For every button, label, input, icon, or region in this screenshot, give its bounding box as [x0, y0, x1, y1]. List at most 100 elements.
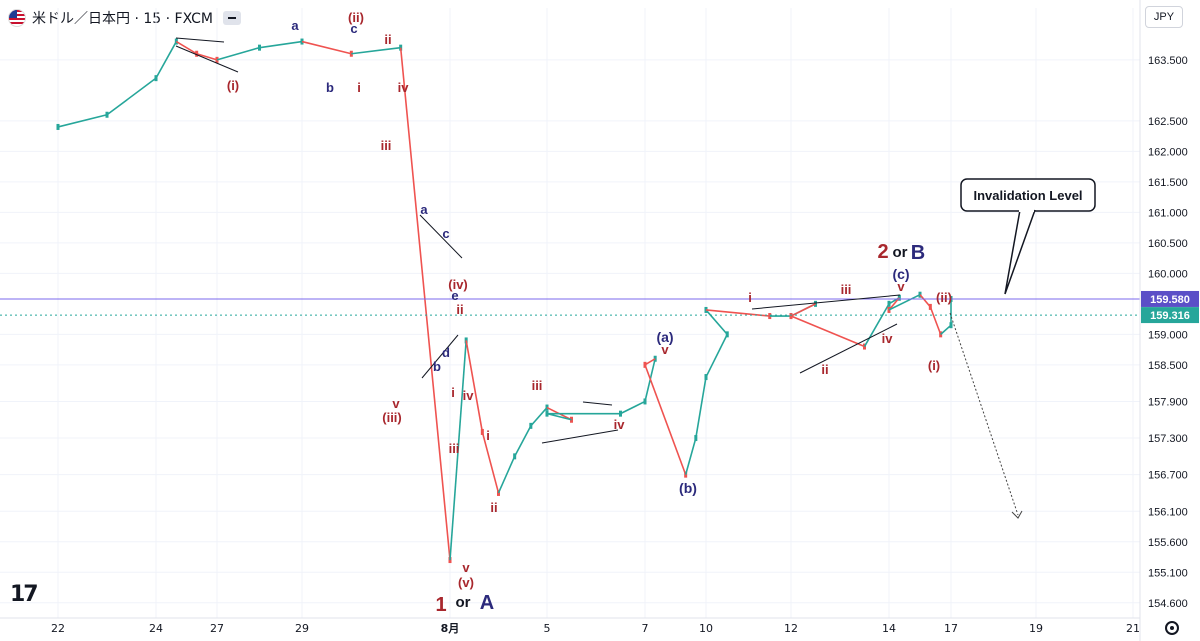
- price-segment: [351, 46, 401, 55]
- y-tick-label: 155.600: [1148, 537, 1188, 549]
- wave-label-iv1: iv: [398, 80, 410, 95]
- wave-label-i2: i: [451, 385, 455, 400]
- wave-label-b1: b: [326, 80, 334, 95]
- y-tick-label: 162.500: [1148, 116, 1188, 128]
- wave-label-iii4: iii: [841, 282, 852, 297]
- price-segment: [216, 46, 260, 61]
- wave-label-a2: a: [420, 202, 428, 217]
- wave-label-i4: i: [748, 290, 752, 305]
- grid: [0, 8, 1140, 618]
- wave-label-iv_paren1: (iv): [448, 277, 468, 292]
- callout-mask: [1019, 208, 1034, 212]
- x-tick-label: 21: [1126, 622, 1140, 635]
- x-tick-label: 19: [1029, 622, 1043, 635]
- pattern-line: [421, 334, 459, 379]
- wave-label-b2: b: [433, 359, 441, 374]
- wave-label-v3: v: [661, 342, 669, 357]
- price-segment: [863, 303, 890, 347]
- x-tick-label: 29: [295, 622, 309, 635]
- price-segment: [530, 407, 548, 427]
- price-segment: [888, 297, 900, 311]
- y-tick-label: 154.600: [1148, 598, 1188, 610]
- wave-label-v1: v: [392, 396, 400, 411]
- x-tick-label: 7: [642, 622, 649, 635]
- price-segment: [790, 303, 816, 317]
- price-segment: [57, 113, 108, 128]
- wave-label-iii_paren1: (iii): [382, 410, 402, 425]
- price-segment: [106, 77, 157, 116]
- wave-label-c1: c: [350, 21, 357, 36]
- pattern-line: [541, 429, 619, 444]
- wave-label-iii1: iii: [381, 138, 392, 153]
- wave-label-iii2: iii: [449, 441, 460, 456]
- wave-label-v4: v: [897, 279, 905, 294]
- price-tag-upper-text: 159.580: [1150, 294, 1190, 306]
- y-tick-label: 156.100: [1148, 506, 1188, 518]
- price-segment: [888, 293, 921, 311]
- wave-label-b_paren1: (b): [679, 480, 697, 496]
- wave-label-d1: d: [442, 345, 450, 360]
- x-tick-label: 8月: [441, 622, 460, 635]
- wave-label-c_paren1: (c): [892, 266, 909, 282]
- callout-text: Invalidation Level: [973, 188, 1082, 203]
- y-tick-label: 157.900: [1148, 396, 1188, 408]
- price-segment: [644, 358, 656, 366]
- wave-label-iii3: iii: [532, 378, 543, 393]
- wave-label-a1: a: [291, 18, 299, 33]
- x-tick-label: 12: [784, 622, 798, 635]
- wave-label-iv2: iv: [463, 388, 475, 403]
- wave-label-i1: i: [357, 80, 361, 95]
- wave-label-ii_paren1: (ii): [348, 10, 364, 25]
- pattern-line: [175, 37, 225, 43]
- price-segment: [301, 40, 352, 55]
- y-tick-label: 160.000: [1148, 268, 1188, 280]
- overlay: 159.580 159.316 Invalidation Level: [0, 37, 1199, 519]
- y-tick-label: 157.300: [1148, 433, 1188, 445]
- price-segment: [513, 425, 532, 457]
- price-tag-upper: [1141, 290, 1199, 307]
- price-segment: [175, 40, 198, 55]
- price-segment: [546, 412, 572, 421]
- x-tick-label: 24: [149, 622, 163, 635]
- wave-label-w2_or: or: [893, 244, 908, 261]
- wave-label-v_paren1: (v): [458, 575, 474, 590]
- wave-label-i3: i: [486, 428, 490, 443]
- wave-label-e1: e: [451, 288, 458, 303]
- x-tick-label: 22: [51, 622, 65, 635]
- price-segment: [929, 306, 942, 335]
- callout-pointer: [1004, 209, 1036, 295]
- price-segment: [644, 364, 687, 475]
- y-tick-label: 163.500: [1148, 55, 1188, 67]
- x-tick-label: 14: [882, 622, 896, 635]
- y-tick-label: 158.500: [1148, 360, 1188, 372]
- wave-label-c2: c: [442, 226, 449, 241]
- x-tick-label: 5: [544, 622, 551, 635]
- y-tick-label: 161.500: [1148, 177, 1188, 189]
- gear-icon[interactable]: [1165, 621, 1179, 635]
- wave-label-ii4: ii: [821, 362, 828, 377]
- chart-header: 米ドル／日本円 · 15 · FXCM: [8, 8, 241, 28]
- wave-label-iv3: iv: [614, 417, 626, 432]
- minus-icon[interactable]: [223, 11, 241, 25]
- price-segment: [695, 376, 707, 439]
- price-segment: [684, 437, 697, 475]
- y-tick-label: 159.000: [1148, 329, 1188, 341]
- x-tick-label: 10: [699, 622, 713, 635]
- price-segment: [399, 47, 451, 561]
- symbol-title[interactable]: 米ドル／日本円 · 15 · FXCM: [32, 11, 213, 27]
- currency-selector[interactable]: JPY: [1145, 6, 1183, 28]
- price-segment: [497, 456, 516, 494]
- y-tick-label: 156.700: [1148, 470, 1188, 482]
- wave-label-ii2: ii: [456, 302, 463, 317]
- price-segment: [481, 431, 500, 494]
- wave-label-ii_paren2: (ii): [936, 290, 952, 305]
- wave-label-w1_or: or: [456, 594, 471, 611]
- wave-label-ii3: ii: [490, 500, 497, 515]
- price-segment: [620, 400, 646, 415]
- pattern-line: [582, 401, 613, 406]
- price-tag-lower: [1141, 307, 1199, 324]
- wave-label-w1_letter: A: [480, 592, 494, 614]
